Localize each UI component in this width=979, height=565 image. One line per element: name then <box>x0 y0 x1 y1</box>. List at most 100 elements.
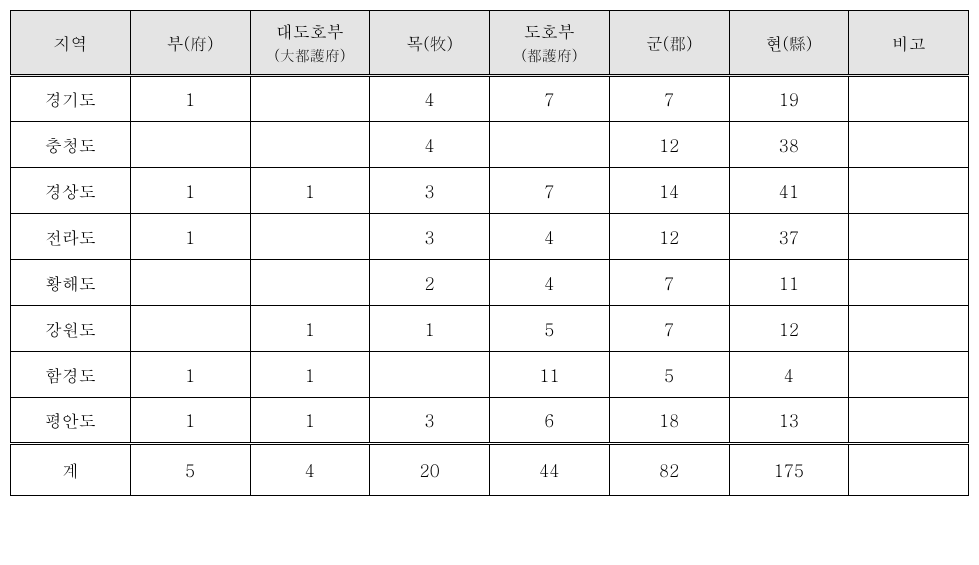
cell-region: 강원도 <box>11 306 131 352</box>
col-header-mok: 목(牧) <box>370 11 490 76</box>
col-header-region: 지역 <box>11 11 131 76</box>
cell-hyeon: 12 <box>729 306 849 352</box>
cell-note <box>849 260 969 306</box>
cell-gun: 18 <box>609 398 729 444</box>
cell-total-gun: 82 <box>609 444 729 496</box>
cell-total-dohobu: 44 <box>490 444 610 496</box>
cell-dohobu: 7 <box>490 168 610 214</box>
cell-region: 평안도 <box>11 398 131 444</box>
cell-mok: 2 <box>370 260 490 306</box>
cell-daedohobu: 1 <box>250 168 370 214</box>
cell-bu <box>130 306 250 352</box>
cell-bu: 1 <box>130 168 250 214</box>
cell-daedohobu: 1 <box>250 352 370 398</box>
cell-hyeon: 19 <box>729 76 849 122</box>
cell-total-label: 계 <box>11 444 131 496</box>
cell-hyeon: 38 <box>729 122 849 168</box>
table-row: 경기도 1 4 7 7 19 <box>11 76 969 122</box>
cell-daedohobu: 1 <box>250 398 370 444</box>
cell-mok: 1 <box>370 306 490 352</box>
cell-region: 전라도 <box>11 214 131 260</box>
cell-gun: 5 <box>609 352 729 398</box>
cell-dohobu: 11 <box>490 352 610 398</box>
cell-hyeon: 13 <box>729 398 849 444</box>
table-row: 충청도 4 12 38 <box>11 122 969 168</box>
cell-region: 함경도 <box>11 352 131 398</box>
cell-bu: 1 <box>130 76 250 122</box>
cell-total-bu: 5 <box>130 444 250 496</box>
cell-gun: 12 <box>609 122 729 168</box>
cell-mok: 4 <box>370 76 490 122</box>
cell-daedohobu <box>250 260 370 306</box>
header-main: 부(府) <box>167 31 214 55</box>
cell-mok: 3 <box>370 214 490 260</box>
header-main: 현(縣) <box>765 31 812 55</box>
cell-region: 경상도 <box>11 168 131 214</box>
cell-bu: 1 <box>130 352 250 398</box>
col-header-hyeon: 현(縣) <box>729 11 849 76</box>
cell-daedohobu <box>250 214 370 260</box>
table-row: 평안도 1 1 3 6 18 13 <box>11 398 969 444</box>
table-row: 전라도 1 3 4 12 37 <box>11 214 969 260</box>
col-header-note: 비고 <box>849 11 969 76</box>
cell-dohobu: 5 <box>490 306 610 352</box>
cell-gun: 7 <box>609 76 729 122</box>
cell-total-mok: 20 <box>370 444 490 496</box>
header-main: 도호부 <box>524 19 575 43</box>
cell-region: 경기도 <box>11 76 131 122</box>
cell-daedohobu <box>250 122 370 168</box>
cell-gun: 12 <box>609 214 729 260</box>
cell-bu: 1 <box>130 398 250 444</box>
header-row: 지역 부(府) 대도호부 (大都護府) 목(牧) 도호부 (都護府) 군(郡) … <box>11 11 969 76</box>
cell-mok: 3 <box>370 398 490 444</box>
header-sub: (大都護府) <box>255 45 366 66</box>
cell-hyeon: 4 <box>729 352 849 398</box>
cell-region: 충청도 <box>11 122 131 168</box>
cell-gun: 7 <box>609 306 729 352</box>
table-row: 강원도 1 1 5 7 12 <box>11 306 969 352</box>
col-header-gun: 군(郡) <box>609 11 729 76</box>
header-main: 군(郡) <box>646 31 693 55</box>
cell-dohobu: 7 <box>490 76 610 122</box>
cell-bu <box>130 260 250 306</box>
col-header-dohobu: 도호부 (都護府) <box>490 11 610 76</box>
col-header-daedohobu: 대도호부 (大都護府) <box>250 11 370 76</box>
cell-note <box>849 168 969 214</box>
table-row: 경상도 1 1 3 7 14 41 <box>11 168 969 214</box>
cell-note <box>849 352 969 398</box>
cell-gun: 7 <box>609 260 729 306</box>
cell-daedohobu: 1 <box>250 306 370 352</box>
cell-dohobu: 4 <box>490 260 610 306</box>
cell-note <box>849 76 969 122</box>
cell-total-hyeon: 175 <box>729 444 849 496</box>
cell-gun: 14 <box>609 168 729 214</box>
table-row: 함경도 1 1 11 5 4 <box>11 352 969 398</box>
cell-note <box>849 214 969 260</box>
table-row: 황해도 2 4 7 11 <box>11 260 969 306</box>
cell-bu <box>130 122 250 168</box>
cell-dohobu: 6 <box>490 398 610 444</box>
cell-dohobu <box>490 122 610 168</box>
col-header-bu: 부(府) <box>130 11 250 76</box>
header-main: 대도호부 <box>276 19 344 43</box>
total-row: 계 5 4 20 44 82 175 <box>11 444 969 496</box>
header-main: 지역 <box>53 31 87 55</box>
header-main: 목(牧) <box>406 31 453 55</box>
cell-hyeon: 37 <box>729 214 849 260</box>
cell-bu: 1 <box>130 214 250 260</box>
cell-hyeon: 11 <box>729 260 849 306</box>
cell-note <box>849 398 969 444</box>
cell-dohobu: 4 <box>490 214 610 260</box>
cell-total-note <box>849 444 969 496</box>
header-sub: (都護府) <box>494 45 605 66</box>
cell-mok <box>370 352 490 398</box>
cell-mok: 3 <box>370 168 490 214</box>
admin-divisions-table: 지역 부(府) 대도호부 (大都護府) 목(牧) 도호부 (都護府) 군(郡) … <box>10 10 969 496</box>
header-main: 비고 <box>892 31 926 55</box>
cell-mok: 4 <box>370 122 490 168</box>
cell-daedohobu <box>250 76 370 122</box>
cell-hyeon: 41 <box>729 168 849 214</box>
cell-note <box>849 306 969 352</box>
cell-note <box>849 122 969 168</box>
cell-region: 황해도 <box>11 260 131 306</box>
